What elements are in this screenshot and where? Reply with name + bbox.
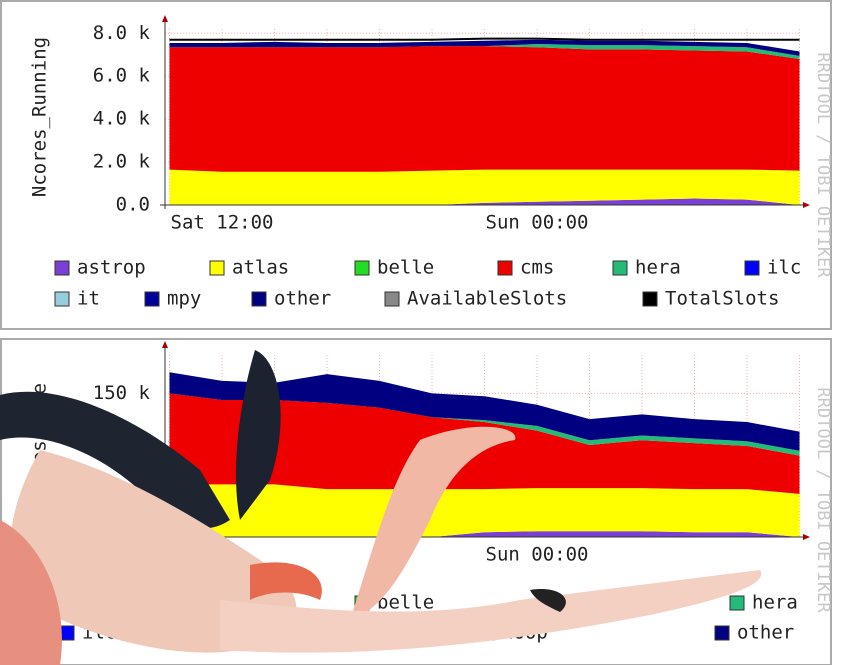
side-text: RRDTOOL / TOBI OETIKER (813, 387, 833, 613)
legend-swatch (730, 596, 744, 610)
legend-swatch (745, 261, 759, 275)
y-tick-label: 2.0 k (93, 151, 151, 173)
legend-swatch (385, 292, 399, 306)
legend-swatch (613, 261, 627, 275)
legend-swatch (210, 261, 224, 275)
legend-label: cms (520, 257, 554, 279)
legend-swatch (145, 292, 159, 306)
area (170, 484, 800, 537)
x-tick-label: Sun 00:00 (486, 212, 589, 234)
x-tick-label: Sat 12:00 (171, 212, 274, 234)
x-tick-label: Sun 00:00 (486, 544, 589, 566)
legend-label: other (737, 622, 794, 644)
legend-label: ilc (767, 257, 801, 279)
y-tick-label: 8.0 k (93, 22, 151, 44)
legend-label: TotalSlots (665, 288, 779, 310)
legend-label: hera (635, 257, 681, 279)
legend-label: it (77, 288, 100, 310)
legend-swatch (60, 626, 74, 640)
y-tick-label: 150 k (93, 382, 151, 404)
legend-swatch (55, 292, 69, 306)
legend-swatch (715, 626, 729, 640)
legend-label: mpy (167, 288, 201, 310)
legend-swatch (643, 292, 657, 306)
legend-swatch (498, 261, 512, 275)
legend-label: astrop (77, 257, 146, 279)
total-line (170, 39, 800, 40)
legend-swatch (252, 292, 266, 306)
legend-label: hera (752, 592, 798, 614)
y-tick-label: 4.0 k (93, 108, 151, 130)
legend-swatch (355, 261, 369, 275)
screenshot: 0.0 2.0 k 4.0 k 6.0 k 8.0 k Sat 12:00 Sun 00:0… (0, 0, 844, 665)
legend-label: belle (377, 257, 434, 279)
legend-swatch (55, 261, 69, 275)
legend-label: AvailableSlots (407, 288, 567, 310)
y-axis-title: Ncores_Running (29, 37, 51, 197)
y-tick-label: 6.0 k (93, 65, 151, 87)
side-text: RRDTOOL / TOBI OETIKER (813, 52, 833, 278)
legend-label: other (274, 288, 331, 310)
legend-label: belle (377, 592, 434, 614)
legend-label: atlas (232, 257, 289, 279)
area (170, 46, 800, 172)
y-tick-label: 0.0 (116, 194, 150, 216)
